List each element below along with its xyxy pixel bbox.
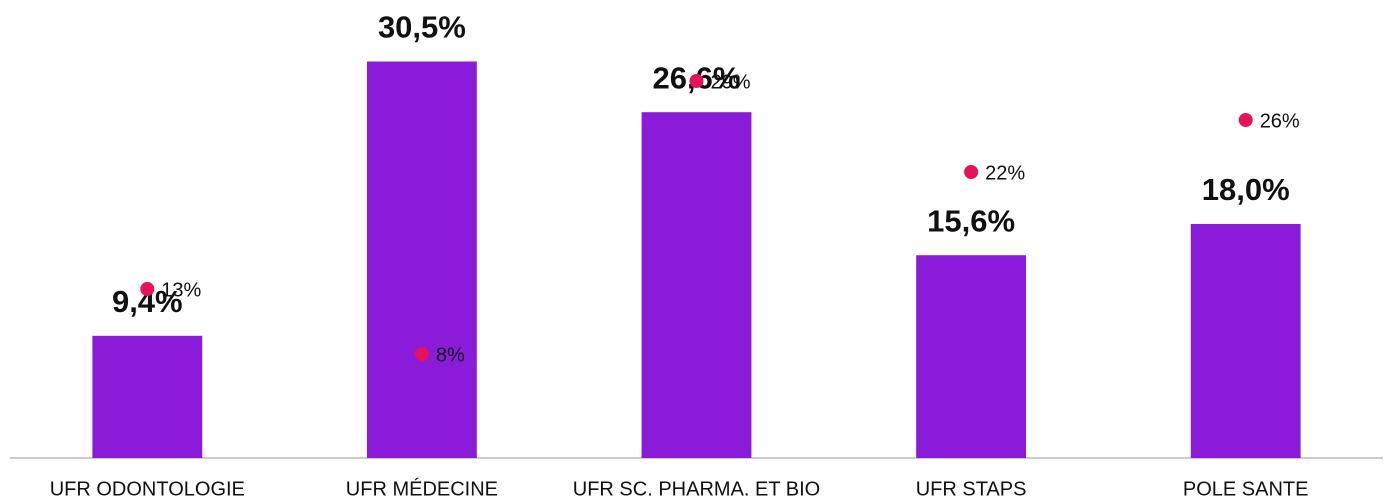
bar-label: 18,0% xyxy=(1202,172,1290,207)
dot xyxy=(414,347,429,361)
bar-label: 30,5% xyxy=(378,10,466,45)
dot-label: 13% xyxy=(161,279,201,301)
dot xyxy=(1238,113,1253,127)
dot xyxy=(689,74,704,88)
dot-label: 8% xyxy=(436,344,465,366)
bar xyxy=(366,61,477,458)
dot-label: 29% xyxy=(711,71,751,93)
bar xyxy=(641,112,752,458)
dot xyxy=(964,165,979,179)
x-tick-label: UFR SC. PHARMA. ET BIO xyxy=(573,478,820,500)
x-tick-label: UFR STAPS xyxy=(916,478,1027,500)
dot xyxy=(140,282,155,296)
bar-label: 15,6% xyxy=(927,203,1015,238)
dot-label: 22% xyxy=(985,162,1025,184)
dot-label: 26% xyxy=(1260,110,1300,132)
x-tick-label: UFR ODONTOLOGIE xyxy=(50,478,245,500)
bar xyxy=(916,255,1027,458)
x-tick-label: POLE SANTE xyxy=(1183,478,1309,500)
bar xyxy=(1190,224,1301,458)
x-tick-label: UFR MÉDECINE xyxy=(346,477,498,500)
bar xyxy=(92,335,203,458)
